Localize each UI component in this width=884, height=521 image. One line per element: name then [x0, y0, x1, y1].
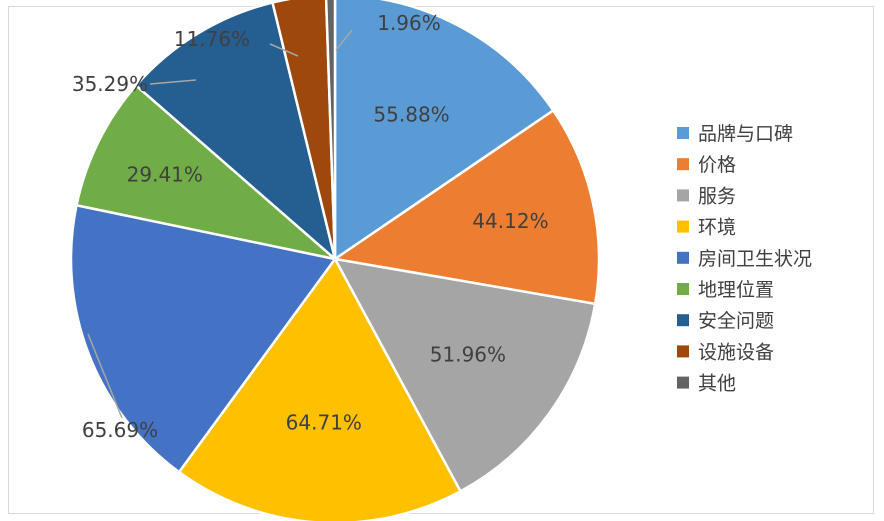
legend-swatch-8 [677, 345, 689, 358]
legend-label-7: 安全问题 [698, 310, 774, 332]
pie-slice-7 [134, 0, 338, 263]
legend-swatch-6 [677, 283, 689, 295]
legend-label-3: 服务 [698, 185, 736, 207]
pie-slice-2 [331, 108, 601, 306]
legend-label-6: 地理位置 [698, 279, 774, 301]
legend-swatch-7 [677, 314, 689, 327]
data-labels: 55.88% 44.12% 51.96% 64.71% 65.69% 29.41% 35.2… [72, 11, 549, 442]
pie-slice-6 [75, 83, 340, 262]
legend-label-1: 品牌与口碑 [698, 123, 793, 145]
legend-swatch-3 [677, 189, 689, 202]
data-label-4: 64.71% [286, 410, 362, 434]
data-label-5: 65.69% [82, 418, 158, 442]
data-label-6: 29.41% [127, 162, 203, 186]
data-label-7: 35.29% [72, 72, 148, 96]
pie-slices [69, 0, 601, 521]
legend-swatch-4 [677, 220, 689, 233]
data-label-9: 1.96% [377, 11, 441, 35]
leader-line-7 [149, 79, 197, 85]
pie-slice-1 [333, 0, 555, 262]
data-label-2: 44.12% [472, 209, 548, 233]
data-label-1: 55.88% [373, 102, 449, 126]
legend-swatch-5 [677, 251, 689, 264]
legend-swatch-1 [677, 127, 689, 139]
data-label-3: 51.96% [430, 343, 506, 367]
legend-label-8: 设施设备 [698, 341, 774, 363]
legend-label-4: 环境 [698, 217, 736, 239]
leader-line-8 [269, 43, 299, 57]
legend-label-2: 价格 [698, 154, 736, 176]
leader-line-5 [87, 333, 123, 419]
leader-line-9 [335, 29, 353, 51]
pie-slice-4 [177, 256, 463, 521]
leader-lines [87, 29, 353, 419]
pie-slice-8 [271, 0, 337, 260]
legend-swatch-2 [677, 158, 689, 171]
legend-label-9: 其他 [698, 373, 736, 395]
legend-label-5: 房间卫生状况 [698, 248, 812, 270]
data-label-8: 11.76% [174, 27, 250, 51]
pie-slice-5 [69, 203, 338, 474]
pie-slice-9 [324, 0, 337, 260]
legend-swatch-9 [677, 376, 689, 389]
pie-slice-3 [332, 257, 597, 493]
